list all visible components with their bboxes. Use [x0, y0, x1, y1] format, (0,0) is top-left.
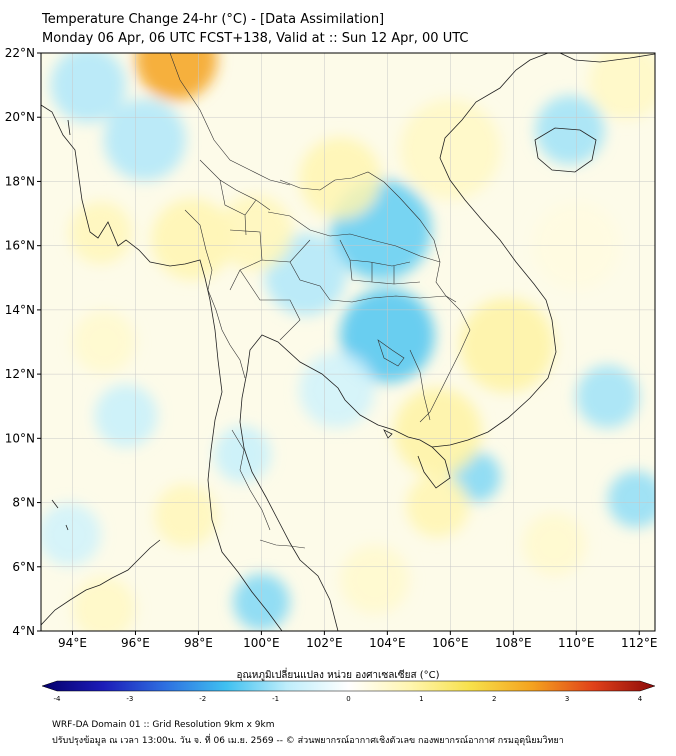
- thai-lao-mekong: [267, 211, 441, 263]
- lat-tick-label: 8°N: [12, 496, 35, 510]
- colorbar-tick-label: 2: [492, 695, 496, 703]
- lon-tick-label: 94°E: [58, 636, 87, 650]
- field-blob: [576, 365, 640, 429]
- myanmar-thailand-border: [184, 209, 246, 379]
- malaysia-thailand-border: [259, 539, 306, 549]
- lon-tick-label: 96°E: [121, 636, 150, 650]
- colorbar-tick-label: 1: [419, 695, 423, 703]
- field-blob: [214, 426, 271, 483]
- colorbar-tick-label: -4: [54, 695, 62, 703]
- field-blob: [72, 310, 136, 374]
- colorbar: -4 -3 -2 -1 0 1 2 3 4: [41, 680, 656, 703]
- field-blob: [72, 577, 136, 631]
- grid-lines: [41, 53, 655, 631]
- field-blob: [135, 53, 218, 101]
- lat-tick-label: 6°N: [12, 560, 35, 574]
- mekong-river: [409, 349, 431, 421]
- field-blob: [151, 198, 234, 281]
- lat-tick-label: 10°N: [5, 431, 35, 445]
- lon-tick-label: 100°E: [243, 636, 280, 650]
- field-blob: [406, 474, 470, 538]
- field-blob: [459, 297, 555, 393]
- lat-tick-label: 4°N: [12, 624, 35, 638]
- colorbar-strip: [41, 680, 656, 692]
- vietnam-coast: [431, 53, 557, 448]
- laos-border: [279, 171, 457, 303]
- colorbar-title: อุณหภูมิเปลี่ยนแปลง หน่วย องศาเซลเซียส (…: [236, 670, 440, 681]
- lon-tick-label: 106°E: [432, 636, 469, 650]
- gulf-of-thailand-coast: [239, 334, 451, 631]
- lat-tick-label: 18°N: [5, 174, 35, 188]
- colorbar-ticks: -4 -3 -2 -1 0 1 2 3 4: [54, 695, 643, 703]
- coastlines: [41, 53, 655, 631]
- field-blob: [217, 195, 293, 271]
- field-blob: [393, 387, 482, 476]
- lon-tick-label: 104°E: [369, 636, 406, 650]
- colorbar-tick-label: -1: [272, 695, 279, 703]
- province-borders-c: [199, 159, 271, 236]
- province-borders-d: [231, 429, 271, 531]
- longitude-axis: 94°E 96°E 98°E 100°E 102°E 104°E 106°E 108°E 110…: [58, 631, 658, 650]
- colorbar-tick-label: 0: [346, 695, 350, 703]
- lon-tick-label: 108°E: [495, 636, 532, 650]
- cambodia-border: [329, 295, 471, 423]
- country-borders: [169, 53, 471, 549]
- province-borders-a: [229, 229, 331, 341]
- field-blob: [299, 137, 382, 220]
- field-blob: [588, 53, 655, 120]
- field-blob: [299, 352, 375, 428]
- map-subtitle: Monday 06 Apr, 06 UTC FCST+138, Valid at…: [42, 31, 469, 46]
- lat-tick-label: 14°N: [5, 303, 35, 317]
- myanmar-china-border: [169, 53, 291, 186]
- colorbar-tick-label: 3: [565, 695, 569, 703]
- china-coast: [559, 53, 655, 63]
- andaman-islands: [51, 119, 71, 531]
- lon-tick-label: 112°E: [621, 636, 658, 650]
- field-blob: [607, 471, 655, 528]
- field-blob: [340, 544, 410, 615]
- field-blob: [94, 384, 158, 448]
- lon-tick-label: 98°E: [184, 636, 213, 650]
- field-blob: [50, 53, 127, 123]
- lon-tick-label: 102°E: [306, 636, 343, 650]
- latitude-axis: 22°N 20°N 18°N 16°N 14°N 12°N 10°N 8°N 6°N 4°N: [5, 46, 41, 638]
- province-borders-b: [339, 239, 421, 285]
- colorbar-tick-label: 4: [638, 695, 643, 703]
- field-blob: [154, 483, 218, 547]
- lon-tick-label: 110°E: [558, 636, 595, 650]
- field-blob: [41, 503, 101, 567]
- footer-credit: ปรับปรุงข้อมูล ณ เวลา 13:00น. วัน จ. ที่…: [52, 736, 564, 746]
- tonle-sap-lake: [377, 339, 405, 367]
- phu-quoc-island: [383, 429, 393, 439]
- lat-tick-label: 16°N: [5, 239, 35, 253]
- lat-tick-label: 20°N: [5, 110, 35, 124]
- temperature-field: [41, 53, 655, 631]
- hainan-island: [534, 127, 597, 173]
- footer-model-info: WRF-DA Domain 01 :: Grid Resolution 9km …: [52, 720, 275, 730]
- field-blob: [522, 512, 586, 576]
- colorbar-tick-label: -3: [126, 695, 133, 703]
- sumatra-coast: [41, 539, 161, 626]
- map-title: Temperature Change 24-hr (°C) - [Data As…: [42, 12, 385, 27]
- colorbar-tick-label: -2: [199, 695, 206, 703]
- lat-tick-label: 22°N: [5, 46, 35, 60]
- mainland-coastline: [41, 104, 283, 631]
- field-blob: [103, 98, 186, 181]
- plot-frame: [40, 52, 656, 632]
- field-blob: [535, 95, 605, 165]
- lat-tick-label: 12°N: [5, 367, 35, 381]
